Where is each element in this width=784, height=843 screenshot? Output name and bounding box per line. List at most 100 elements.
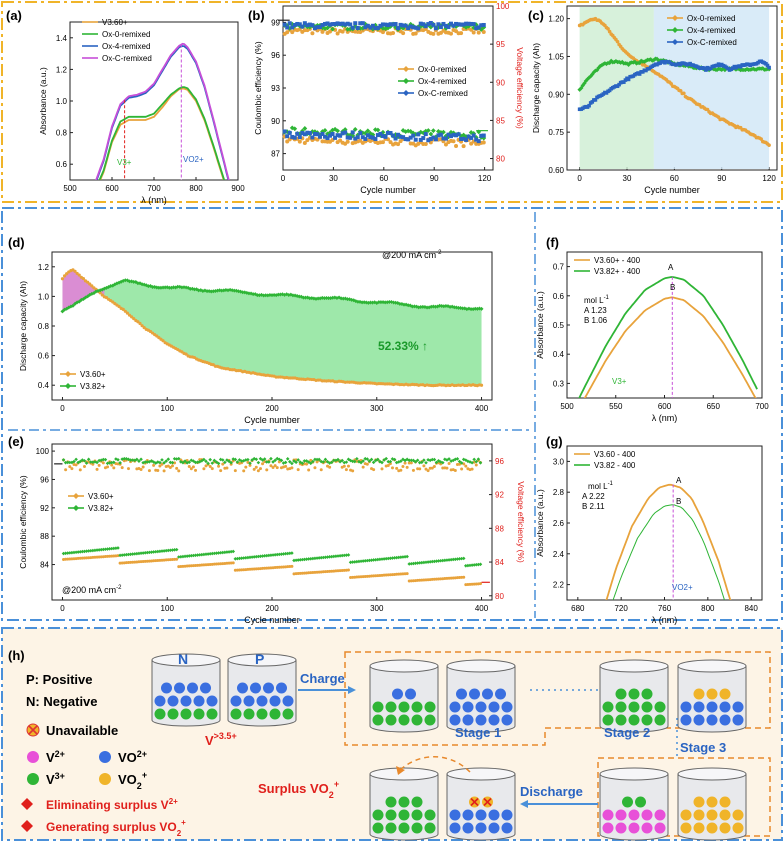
- data-point: [468, 563, 472, 568]
- data-point: [403, 554, 407, 559]
- legend-vo2: VO2+: [118, 749, 147, 765]
- data-point: [162, 469, 166, 473]
- data-point: [423, 24, 428, 29]
- ion-ball: [193, 708, 205, 720]
- data-point: [449, 21, 453, 26]
- data-point: [476, 25, 481, 30]
- data-point: [271, 466, 275, 470]
- x-tick-label: 120: [762, 174, 776, 183]
- data-point: [120, 553, 124, 557]
- discharge-label: Discharge: [520, 784, 583, 799]
- data-point: [481, 22, 486, 27]
- legend-marker: [65, 371, 71, 377]
- y-tick-label: 0.5: [553, 321, 565, 330]
- data-point: [402, 302, 406, 307]
- data-point: [227, 550, 231, 554]
- data-point: [464, 563, 468, 568]
- data-point: [401, 465, 405, 469]
- ion-ball: [385, 809, 397, 821]
- cross-icon: [28, 725, 38, 735]
- data-point: [277, 552, 282, 557]
- charge-label: Charge: [300, 671, 345, 686]
- annot-f-mol: mol L-1: [584, 295, 610, 305]
- tank-top: [446, 659, 516, 673]
- data-point: [441, 129, 446, 135]
- data-point: [476, 139, 481, 144]
- data-point: [373, 458, 378, 463]
- v35-label: V>3.5+: [205, 731, 237, 748]
- x-tick-label: 120: [478, 174, 492, 183]
- data-point: [146, 284, 151, 289]
- ion-ball: [680, 809, 692, 821]
- x-axis-label: Cycle number: [644, 185, 700, 195]
- data-point: [470, 460, 474, 465]
- legend-entry: V3.60+: [102, 18, 128, 27]
- ion-ball: [628, 688, 640, 700]
- data-point: [432, 465, 436, 469]
- data-point: [481, 29, 486, 34]
- legend-v2: V2+: [46, 749, 65, 765]
- data-point: [426, 22, 431, 27]
- tank-top: [677, 767, 747, 781]
- data-point: [101, 457, 106, 462]
- legend-marker: [672, 15, 678, 21]
- data-point: [296, 468, 300, 472]
- data-point: [283, 551, 288, 556]
- y2-tick-label: 80: [495, 592, 504, 601]
- data-point: [432, 457, 437, 462]
- legend-positive: P: Positive: [26, 672, 92, 687]
- data-point: [441, 466, 445, 470]
- legend-entry: V3.60+: [80, 370, 106, 379]
- legend-v3: V3+: [46, 771, 65, 787]
- data-point: [233, 557, 238, 561]
- data-point: [606, 27, 610, 31]
- data-point: [451, 23, 456, 28]
- data-point: [346, 568, 350, 572]
- data-point: [330, 22, 335, 27]
- data-point: [338, 553, 342, 558]
- frame-top: [1, 1, 783, 203]
- data-point: [290, 466, 294, 470]
- data-point: [292, 22, 297, 27]
- data-point: [459, 136, 464, 141]
- data-point: [252, 456, 256, 461]
- data-point: [125, 311, 130, 315]
- ion-ball: [411, 809, 423, 821]
- data-point: [383, 22, 388, 27]
- data-point: [333, 22, 338, 27]
- ion-ball: [282, 708, 294, 720]
- data-point: [317, 25, 322, 30]
- label-b: (b): [248, 8, 265, 23]
- y-tick-label: 87: [271, 150, 280, 159]
- y-tick-label: 2.4: [553, 550, 565, 559]
- data-point: [393, 136, 398, 141]
- y-tick-label: 0.8: [38, 322, 50, 331]
- data-point: [256, 554, 261, 559]
- data-point: [78, 550, 83, 554]
- data-point: [433, 26, 438, 31]
- data-point: [738, 65, 743, 69]
- ion-ball: [654, 714, 666, 726]
- data-point: [101, 547, 106, 552]
- data-point: [401, 135, 406, 140]
- data-point: [459, 556, 464, 561]
- data-point: [118, 461, 122, 465]
- data-point: [61, 458, 66, 462]
- panel-c: 0 30 60 90 120 0.60 0.75 0.90 1.05 1.20 Cycle numb…: [531, 5, 778, 195]
- data-point: [195, 460, 200, 464]
- data-point: [220, 550, 225, 555]
- ion-ball: [654, 809, 666, 821]
- data-point: [185, 461, 189, 465]
- data-point: [160, 549, 164, 553]
- data-point: [200, 458, 204, 463]
- data-point: [460, 306, 465, 311]
- ion-ball: [482, 688, 493, 700]
- ion-ball: [462, 809, 474, 821]
- data-point: [156, 460, 160, 464]
- ion-ball: [654, 701, 666, 713]
- y-tick-label: 88: [40, 532, 49, 541]
- data-point: [109, 546, 114, 551]
- data-point: [304, 459, 309, 463]
- data-point: [335, 128, 340, 134]
